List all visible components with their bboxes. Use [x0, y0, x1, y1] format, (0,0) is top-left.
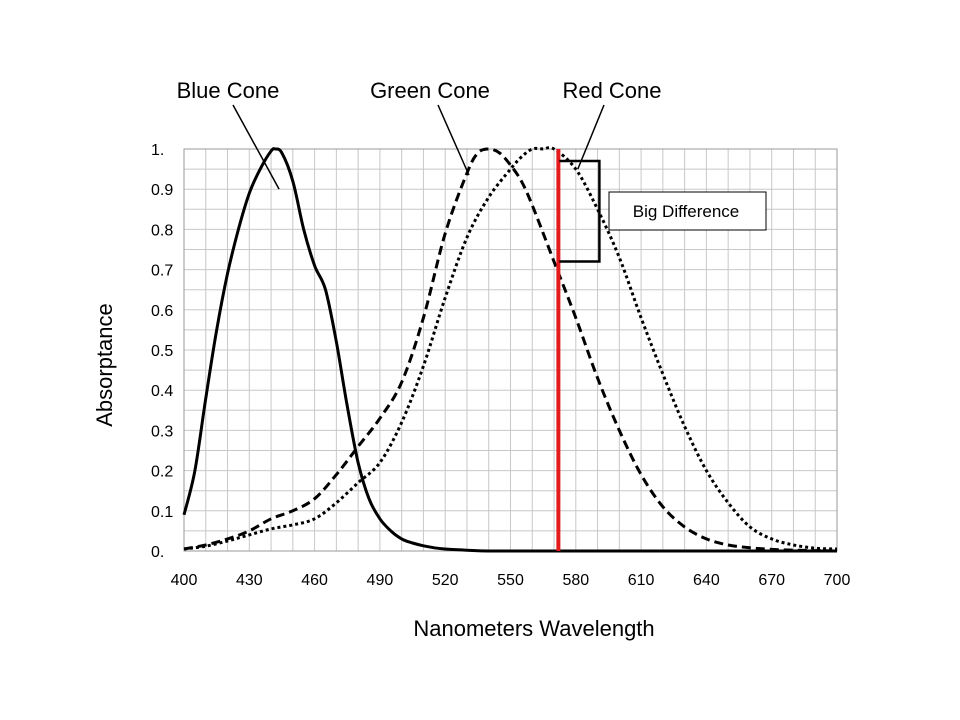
x-tick-label: 400 [171, 572, 198, 589]
x-tick-label: 580 [562, 572, 589, 589]
green-cone-label: Green Cone [370, 78, 490, 103]
tick-labels: 400 430 460 490 520 550 580 610 640 670 700 0. 0.1 0.… [151, 142, 850, 589]
difference-bracket [559, 159, 601, 263]
y-tick-label: 0.5 [151, 343, 173, 360]
red-cone-leader [577, 104, 605, 170]
y-tick-label: 0.3 [151, 423, 173, 440]
x-tick-label: 640 [693, 572, 720, 589]
y-tick-label: 0.8 [151, 222, 173, 239]
y-tick-label: 0.9 [151, 182, 173, 199]
green-cone-leader [437, 104, 470, 176]
x-tick-label: 490 [367, 572, 394, 589]
y-tick-label: 0.1 [151, 504, 173, 521]
y-tick-label: 0. [151, 544, 164, 561]
green-cone-curve [183, 147, 838, 553]
y-tick-label: 1. [151, 142, 164, 159]
grid [183, 148, 838, 552]
x-tick-label: 520 [432, 572, 459, 589]
blue-cone-curve [182, 147, 837, 553]
series-curves [182, 146, 838, 553]
y-axis-title: Absorptance [92, 303, 117, 427]
y-tick-label: 0.2 [151, 464, 173, 481]
annotations: Blue Cone Green Cone Red Cone Big Differenc… [177, 78, 767, 231]
x-axis-title: Nanometers Wavelength [413, 616, 654, 641]
x-tick-label: 670 [758, 572, 785, 589]
reference-line-group [556, 149, 601, 551]
y-tick-label: 0.7 [151, 263, 173, 280]
y-tick-label: 0.6 [151, 303, 173, 320]
big-difference-box [608, 191, 767, 231]
red-cone-curve [183, 146, 838, 551]
big-difference-label: Big Difference [633, 202, 739, 221]
x-tick-label: 430 [236, 572, 263, 589]
x-tick-label: 460 [301, 572, 328, 589]
blue-cone-label: Blue Cone [177, 78, 280, 103]
x-tick-label: 610 [628, 572, 655, 589]
y-tick-label: 0.4 [151, 383, 173, 400]
blue-cone-leader [232, 104, 280, 190]
x-tick-label: 550 [497, 572, 524, 589]
red-cone-label: Red Cone [562, 78, 661, 103]
x-tick-label: 700 [824, 572, 851, 589]
